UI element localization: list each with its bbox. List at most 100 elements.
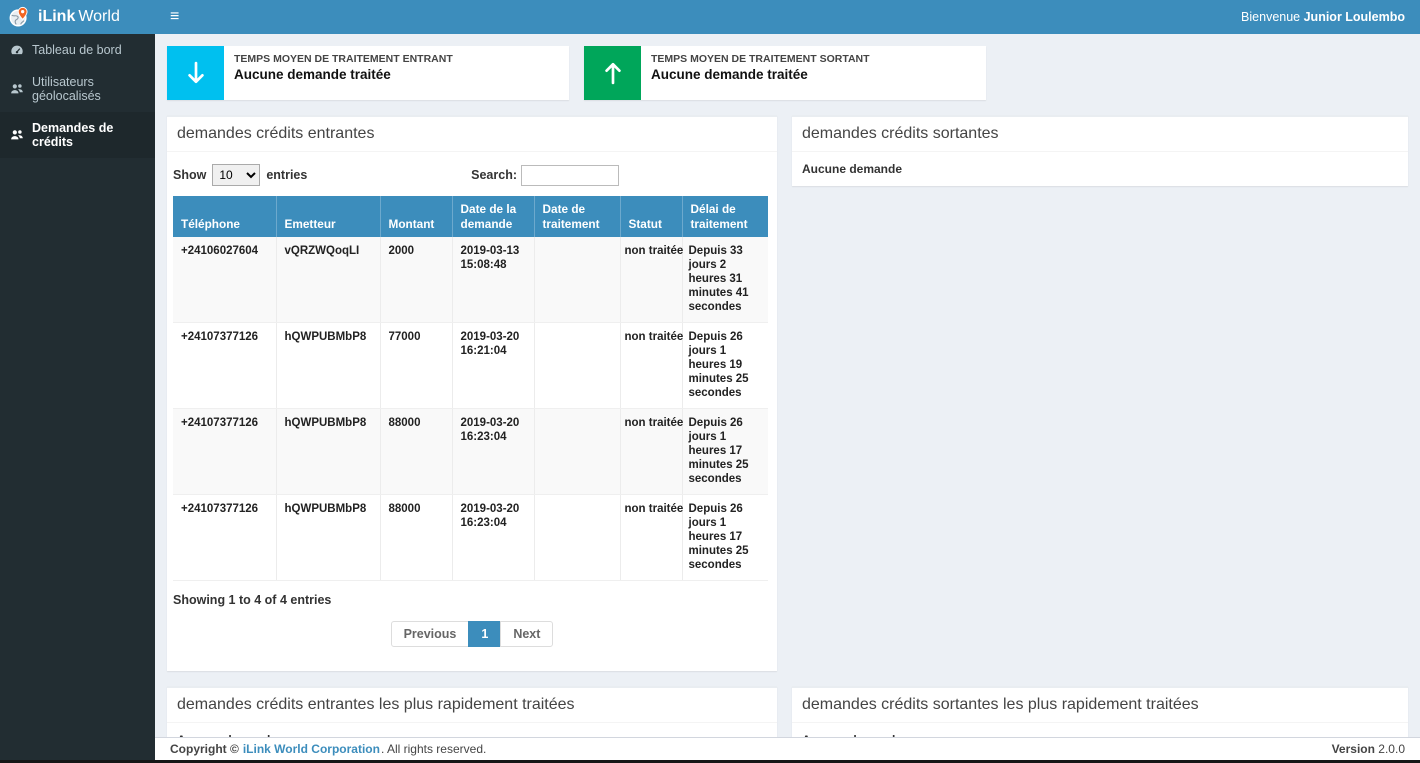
column-header-6[interactable]: Délai de traitement — [681, 196, 768, 238]
table-row: +24107377126 hQWPUBMbP8 77000 2019-03-20 16… — [173, 322, 768, 410]
table-row: +24107377126 hQWPUBMbP8 88000 2019-03-20 16… — [173, 494, 768, 582]
copyright-text: Copyright © iLink World Corporation. All … — [170, 742, 487, 756]
company-link[interactable]: iLink World Corporation — [242, 742, 380, 756]
table-cell: 88000 — [379, 408, 452, 496]
show-label: Show — [173, 168, 207, 182]
table-cell: vQRZWQoqLI — [275, 237, 380, 324]
info-box-label: TEMPS MOYEN DE TRAITEMENT ENTRANT — [234, 53, 453, 65]
dashboard-icon — [10, 43, 24, 57]
credits-entrants-table: Téléphone Emetteur Montant Date de la deman… — [173, 196, 768, 582]
table-row: +24106027604 vQRZWQoqLI 2000 2019-03-13 15:… — [173, 237, 768, 324]
datatable: Show 10 entries Search: Téléphone Emett — [167, 152, 777, 671]
table-cell: hQWPUBMbP8 — [275, 494, 380, 582]
info-box-sortant: TEMPS MOYEN DE TRAITEMENT SORTANT Aucune… — [584, 46, 986, 100]
info-box-content: TEMPS MOYEN DE TRAITEMENT SORTANT Aucune… — [641, 46, 880, 100]
sidebar-item-utilisateurs-geolocalises[interactable]: Utilisateurs géolocalisés — [0, 66, 155, 112]
column-header-0[interactable]: Téléphone — [173, 196, 276, 238]
table-cell: +24106027604 — [173, 237, 276, 324]
table-info: Showing 1 to 4 of 4 entries — [173, 593, 332, 608]
info-box-content: TEMPS MOYEN DE TRAITEMENT ENTRANT Aucune… — [224, 46, 463, 100]
column-header-1[interactable]: Emetteur — [275, 196, 380, 238]
table-body: +24106027604 vQRZWQoqLI 2000 2019-03-13 15:… — [173, 237, 768, 582]
arrow-down-icon — [167, 46, 224, 100]
table-cell: +24107377126 — [173, 494, 276, 582]
column-header-2[interactable]: Montant — [379, 196, 452, 238]
sidebar: Tableau de bord Utilisateurs géolocalisé… — [0, 34, 155, 763]
sidebar-item-tableau-de-bord[interactable]: Tableau de bord — [0, 34, 155, 66]
table-cell: Depuis 26 jours 1 heures 19 minutes 25 s… — [681, 322, 768, 410]
table-cell: 2019-03-20 16:23:04 — [451, 408, 534, 496]
table-row: +24107377126 hQWPUBMbP8 88000 2019-03-20 16… — [173, 408, 768, 496]
panel-title: demandes crédits entrantes les plus rapi… — [167, 688, 777, 724]
search-input[interactable] — [521, 164, 619, 186]
sidebar-toggle-icon[interactable]: ≡ — [170, 8, 180, 25]
table-cell: 2019-03-20 16:23:04 — [451, 494, 534, 582]
table-cell: 2019-03-13 15:08:48 — [451, 237, 534, 324]
table-cell: Depuis 26 jours 1 heures 17 minutes 25 s… — [681, 408, 768, 496]
datatable-controls: Show 10 entries Search: — [167, 152, 777, 196]
table-cell — [533, 322, 620, 410]
table-cell: hQWPUBMbP8 — [275, 408, 380, 496]
next-page-button[interactable]: Next — [500, 621, 554, 648]
sidebar-item-label: Tableau de bord — [32, 43, 122, 57]
info-boxes-row: TEMPS MOYEN DE TRAITEMENT ENTRANT Aucune… — [167, 46, 1408, 100]
table-cell: non traitée — [619, 237, 683, 324]
column-header-5[interactable]: Statut — [619, 196, 682, 238]
welcome-text: Bienvenue — [1241, 10, 1301, 24]
empty-message: Aucune demande — [802, 162, 903, 176]
table-cell: non traitée — [619, 322, 683, 410]
page-length-control: Show 10 entries — [173, 164, 307, 186]
table-cell: +24107377126 — [173, 408, 276, 496]
previous-page-button[interactable]: Previous — [390, 621, 470, 648]
entries-label: entries — [266, 168, 308, 182]
brand-name: iLink World — [38, 8, 120, 25]
footer: Copyright © iLink World Corporation. All … — [155, 737, 1420, 760]
table-cell: Depuis 26 jours 1 heures 17 minutes 25 s… — [681, 494, 768, 582]
panel-demandes-sortantes: demandes crédits sortantes Aucune demand… — [792, 115, 1408, 186]
table-cell: 88000 — [379, 494, 452, 582]
table-header-row: Téléphone Emetteur Montant Date de la deman… — [173, 196, 768, 238]
page-1-button[interactable]: 1 — [468, 621, 502, 648]
window-bottom-edge — [0, 760, 1420, 763]
table-cell: hQWPUBMbP8 — [275, 322, 380, 410]
info-box-label: TEMPS MOYEN DE TRAITEMENT SORTANT — [651, 53, 870, 65]
info-box-entrant: TEMPS MOYEN DE TRAITEMENT ENTRANT Aucune… — [167, 46, 569, 100]
table-cell: non traitée — [619, 494, 683, 582]
version-text: Version 2.0.0 — [1331, 742, 1405, 756]
top-navbar: iLink World ≡ Bienvenue Junior Loulembo — [0, 0, 1420, 34]
panel-title: demandes crédits sortantes — [792, 117, 1408, 152]
globe-pin-icon — [8, 6, 30, 28]
navbar: ≡ Bienvenue Junior Loulembo — [155, 0, 1420, 34]
page-length-select[interactable]: 10 — [212, 164, 261, 186]
table-cell: 2019-03-20 16:21:04 — [451, 322, 534, 410]
content-area: TEMPS MOYEN DE TRAITEMENT ENTRANT Aucune… — [155, 34, 1420, 763]
table-cell — [533, 494, 620, 582]
sidebar-item-demandes-de-credits[interactable]: Demandes de crédits — [0, 112, 155, 158]
user-name: Junior Loulembo — [1303, 10, 1405, 24]
main-row: demandes crédits entrantes Show 10 entri… — [167, 115, 1408, 672]
table-cell — [533, 408, 620, 496]
column-header-4[interactable]: Date de traitement — [533, 196, 620, 238]
info-box-value: Aucune demande traitée — [651, 67, 808, 82]
user-menu[interactable]: Bienvenue Junior Loulembo — [1241, 10, 1420, 24]
sidebar-item-label: Demandes de crédits — [32, 121, 114, 149]
pagination: Previous 1 Next — [167, 607, 777, 671]
info-box-value: Aucune demande traitée — [234, 67, 391, 82]
app-logo[interactable]: iLink World — [0, 0, 155, 34]
table-cell: 2000 — [379, 237, 452, 324]
panel-title: demandes crédits sortantes les plus rapi… — [792, 688, 1408, 724]
panel-demandes-entrantes: demandes crédits entrantes Show 10 entri… — [167, 115, 777, 672]
panel-title: demandes crédits entrantes — [167, 117, 777, 152]
search-control: Search: — [471, 164, 619, 186]
users-icon — [10, 128, 24, 142]
column-header-3[interactable]: Date de la demande — [451, 196, 534, 238]
arrow-up-icon — [584, 46, 641, 100]
users-icon — [10, 82, 24, 96]
sidebar-item-label: Utilisateurs géolocalisés — [32, 75, 101, 103]
table-cell: +24107377126 — [173, 322, 276, 410]
table-cell — [533, 237, 620, 324]
table-cell: Depuis 33 jours 2 heures 31 minutes 41 s… — [681, 237, 768, 324]
search-label: Search: — [471, 168, 517, 182]
table-cell: non traitée — [619, 408, 683, 496]
table-cell: 77000 — [379, 322, 452, 410]
